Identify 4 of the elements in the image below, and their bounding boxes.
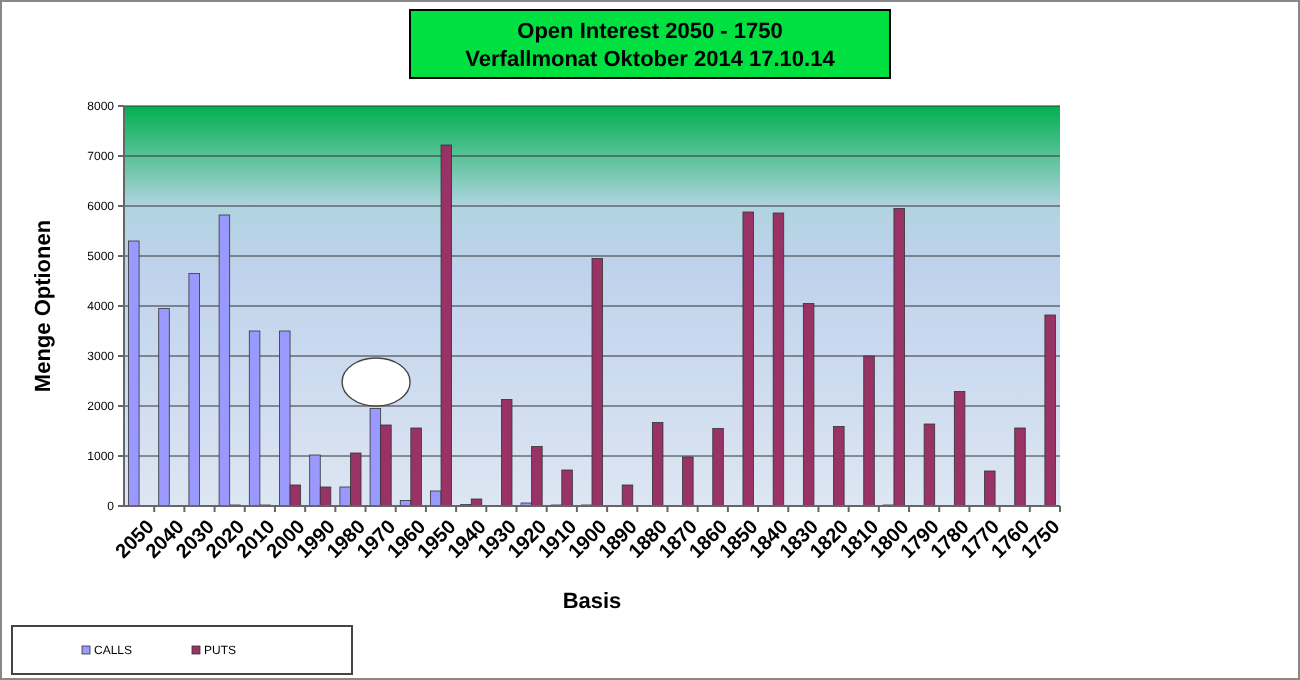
chart-title: Open Interest 2050 - 1750	[517, 20, 783, 44]
chart-subtitle: Verfallmonat Oktober 2014 17.10.14	[465, 48, 837, 72]
x-axis-title: Basis	[562, 590, 622, 614]
y-axis-title: Menge Optionen	[32, 219, 56, 393]
